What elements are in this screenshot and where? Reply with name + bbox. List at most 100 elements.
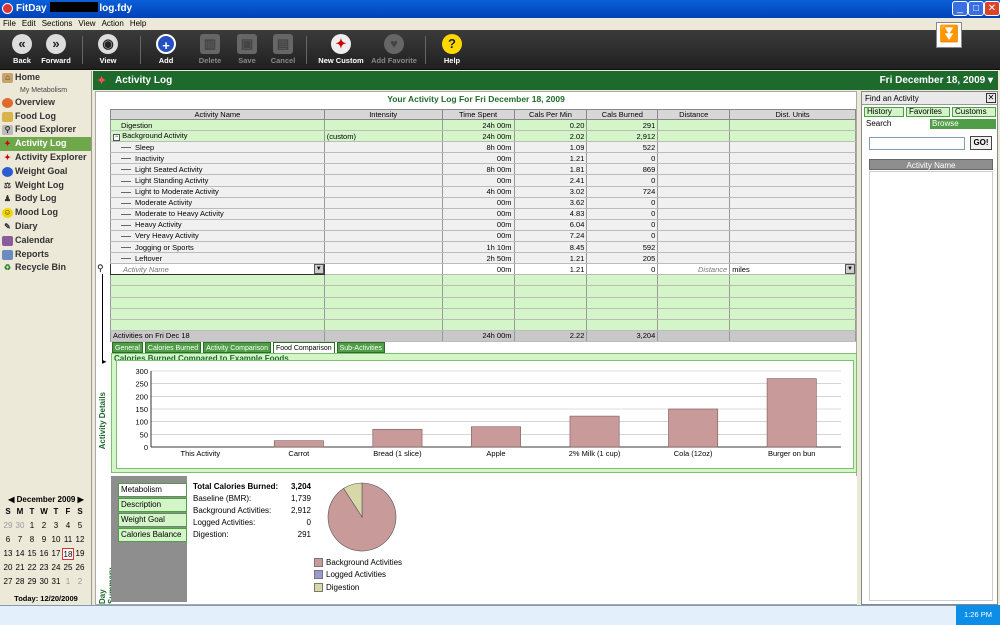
calendar-day[interactable]: 11	[63, 535, 73, 544]
tab-activity-comparison[interactable]: Activity Comparison	[203, 342, 271, 353]
calendar-day[interactable]: 5	[77, 521, 83, 530]
calendar-day[interactable]: 29	[27, 577, 37, 586]
save-button[interactable]: ▣ Save	[237, 34, 257, 65]
sidebar-item-food-log[interactable]: Food Log	[0, 110, 91, 124]
tab-sub-activities[interactable]: Sub-Activities	[336, 342, 386, 353]
minimize-button[interactable]: _	[952, 1, 968, 16]
calendar-day[interactable]: 4	[65, 521, 71, 530]
tab-customs[interactable]: Customs	[952, 107, 996, 117]
view-button[interactable]: ◉ View	[98, 34, 118, 65]
go-button[interactable]: GO!	[970, 136, 992, 150]
next-month-icon[interactable]: ▶	[77, 495, 84, 504]
tab-description[interactable]: Description	[118, 498, 187, 512]
column-header[interactable]: Cals Burned	[586, 109, 659, 120]
table-row[interactable]: Jogging or Sports 1h 10m 8.45 592	[110, 241, 856, 254]
table-row[interactable]: Sleep 8h 00m 1.09 522	[110, 141, 856, 154]
menu-sections[interactable]: Sections	[41, 19, 73, 28]
sidebar-item-reports[interactable]: Reports	[0, 248, 91, 262]
calendar-day[interactable]: 14	[15, 549, 25, 558]
menu-file[interactable]: File	[3, 19, 16, 28]
calendar-day[interactable]: 22	[27, 563, 37, 572]
dropdown-arrow-icon[interactable]: ▼	[313, 264, 324, 275]
column-header[interactable]: Activity Name	[110, 109, 325, 120]
date-selector[interactable]: Fri December 18, 2009 ▾	[879, 75, 993, 86]
calendar-day[interactable]: 26	[75, 563, 85, 572]
calendar-day[interactable]: 17	[51, 549, 61, 558]
tab-metabolism[interactable]: Metabolism	[118, 483, 187, 497]
sidebar-item-mood-log[interactable]: ☺ Mood Log	[2, 207, 58, 219]
calendar-day[interactable]: 1	[65, 577, 71, 586]
sidebar-item-my-metabolism[interactable]: My Metabolism	[20, 86, 68, 94]
calendar-day[interactable]: 2	[41, 521, 47, 530]
sidebar-item-activity-explorer[interactable]: ✦ Activity Explorer	[0, 151, 91, 165]
sidebar-item-body-log[interactable]: ♟ Body Log	[3, 193, 57, 204]
tab-general[interactable]: General	[112, 342, 143, 353]
table-row[interactable]: Leftover 2h 50m 1.21 205	[110, 252, 856, 265]
add-favorite-button[interactable]: ♥ Add Favorite	[371, 34, 417, 65]
sidebar-item-weight-log[interactable]: ⚖ Weight Log	[3, 179, 64, 190]
calendar-day[interactable]: 15	[27, 549, 37, 558]
column-header[interactable]: Time Spent	[441, 109, 515, 120]
new-custom-button[interactable]: ✦ New Custom	[318, 34, 364, 65]
tab-browse[interactable]: Browse	[930, 119, 996, 129]
menu-view[interactable]: View	[78, 19, 96, 28]
calendar-day[interactable]: 30	[15, 521, 25, 530]
tab-favorites[interactable]: Favorites	[906, 107, 950, 117]
calendar-day[interactable]: 1	[29, 521, 35, 530]
units-select[interactable]: miles ▼	[729, 263, 856, 276]
tab-calories-burned[interactable]: Calories Burned	[144, 342, 202, 353]
close-icon[interactable]: ✕	[986, 93, 996, 103]
intensity-input[interactable]	[323, 263, 443, 276]
calendar-day[interactable]: 7	[17, 535, 23, 544]
calendar-day[interactable]: 13	[3, 549, 13, 558]
calendar-day[interactable]: 8	[29, 535, 35, 544]
maximize-button[interactable]: □	[968, 1, 984, 16]
calendar-day[interactable]: 24	[51, 563, 61, 572]
sidebar-item-weight-goal[interactable]: Weight Goal	[0, 165, 91, 179]
magnifier-icon[interactable]: ⚲	[97, 263, 104, 273]
sidebar-item-overview[interactable]: Overview	[0, 96, 91, 110]
column-header[interactable]: Distance	[657, 109, 731, 120]
table-row[interactable]: Light Standing Activity 00m 2.41 0	[110, 174, 856, 187]
search-input[interactable]	[869, 137, 965, 150]
sidebar-item-home[interactable]: ⌂ Home	[0, 71, 91, 85]
table-row[interactable]: Very Heavy Activity 00m 7.24 0	[110, 230, 856, 243]
distance-input[interactable]: Distance	[657, 263, 731, 276]
calendar-day[interactable]: 16	[39, 549, 49, 558]
calendar-day[interactable]: 27	[3, 577, 13, 586]
tab-calories-balance[interactable]: Calories Balance	[118, 528, 187, 542]
menu-help[interactable]: Help	[129, 19, 147, 28]
tab-history[interactable]: History	[864, 107, 904, 117]
table-row[interactable]: Heavy Activity 00m 6.04 0	[110, 219, 856, 231]
table-row[interactable]: Moderate Activity 00m 3.62 0	[110, 197, 856, 209]
activity-name-input[interactable]: Activity Name ▼	[110, 263, 325, 276]
sidebar-item-food-explorer[interactable]: ⚲ Food Explorer	[0, 123, 91, 137]
prev-month-icon[interactable]: ◀	[8, 495, 15, 504]
column-header[interactable]: Cals Per Min	[513, 109, 588, 120]
table-row[interactable]: Digestion 24h 00m 0.20 291	[110, 119, 856, 132]
calendar-day[interactable]: 19	[75, 549, 85, 558]
calendar-day[interactable]: 9	[41, 535, 47, 544]
dropdown-arrow-icon[interactable]: ▼	[845, 264, 855, 275]
calendar-day[interactable]: 3	[53, 521, 59, 530]
table-row[interactable]: − Background Activity (custom) 24h 00m 2.02…	[110, 130, 856, 143]
calendar-day[interactable]: 30	[39, 577, 49, 586]
today-label[interactable]: Today: 12/20/2009	[14, 594, 78, 603]
table-row[interactable]: Inactivity 00m 1.21 0	[110, 152, 856, 165]
help-button[interactable]: ? Help	[442, 34, 462, 65]
cancel-button[interactable]: ▤ Cancel	[270, 34, 296, 65]
calendar-day[interactable]: 18	[62, 548, 74, 560]
tab-search[interactable]: Search	[864, 119, 930, 129]
time-input[interactable]: 00m	[441, 263, 515, 276]
delete-button[interactable]: ▥ Delete	[198, 34, 222, 65]
activity-list[interactable]	[869, 171, 993, 601]
menu-edit[interactable]: Edit	[21, 19, 36, 28]
table-row[interactable]: Light to Moderate Activity 4h 00m 3.02 724	[110, 186, 856, 198]
tab-weight-goal[interactable]: Weight Goal	[118, 513, 187, 527]
add-button[interactable]: + Add	[144, 33, 188, 69]
back-button[interactable]: «Back	[12, 34, 32, 65]
sidebar-item-calendar[interactable]: Calendar	[0, 234, 91, 248]
table-row[interactable]: Light Seated Activity 8h 00m 1.81 869	[110, 163, 856, 176]
column-header[interactable]: Intensity	[323, 109, 443, 120]
menu-action[interactable]: Action	[101, 19, 124, 28]
